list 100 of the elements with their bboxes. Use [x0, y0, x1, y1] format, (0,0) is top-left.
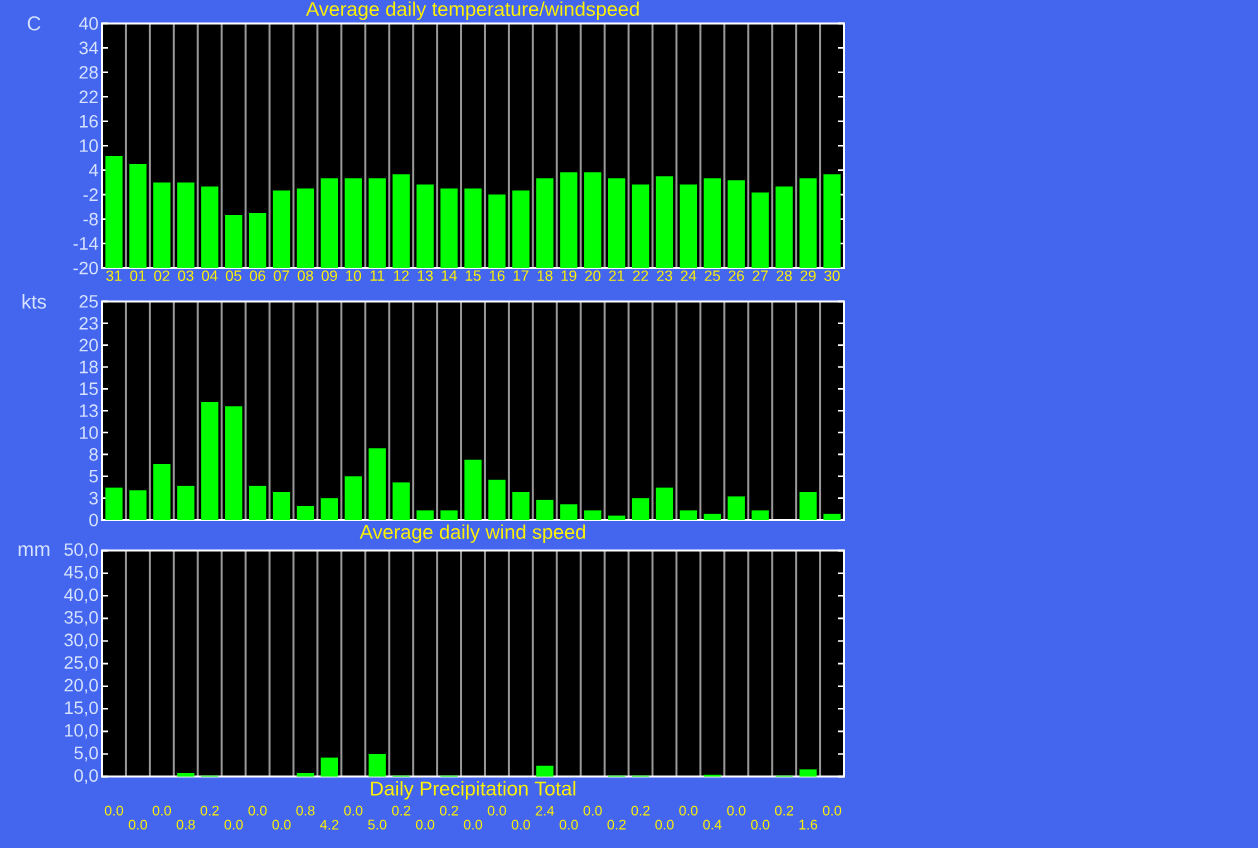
bar	[225, 215, 243, 268]
y-tick-label: 15	[80, 382, 98, 396]
bar	[799, 492, 817, 520]
bar	[105, 155, 123, 268]
bar	[296, 506, 315, 520]
bar	[320, 498, 339, 520]
bar	[248, 485, 267, 520]
bar	[177, 182, 195, 268]
bar	[751, 510, 769, 520]
bar	[129, 164, 147, 268]
y-tick-label: 25	[79, 295, 98, 308]
bar	[679, 184, 698, 268]
y-tick-label: 10,0	[65, 723, 98, 739]
bar	[177, 485, 195, 520]
bar	[823, 174, 841, 268]
bar	[416, 184, 434, 268]
y-tick-label: 13	[80, 404, 98, 418]
bar	[440, 188, 458, 268]
bar	[392, 482, 410, 520]
bar	[344, 178, 362, 268]
bar	[105, 487, 123, 520]
y-tick-label: 16	[80, 114, 98, 128]
bar	[536, 178, 554, 268]
bar	[464, 459, 482, 520]
bar	[536, 765, 554, 777]
y-tick-label: 23	[79, 316, 98, 330]
bar	[344, 476, 362, 520]
y-tick-label: 5	[89, 470, 98, 483]
bar	[320, 178, 339, 268]
y-tick-label: -20	[73, 261, 98, 275]
y-tick-label: 30,0	[64, 633, 98, 649]
bar	[129, 490, 147, 520]
bar	[464, 188, 482, 268]
bar	[368, 754, 386, 777]
bar	[368, 178, 386, 268]
bar	[679, 510, 698, 520]
y-tick-label: 34	[79, 41, 99, 55]
bar	[703, 178, 721, 268]
bar	[775, 186, 793, 268]
text: Daily Precipitation Total	[371, 781, 576, 800]
bar	[584, 172, 602, 268]
y-tick-label: -2	[83, 188, 98, 201]
y-tick-label: 28	[79, 65, 98, 79]
y-tick-label: 25,0	[64, 656, 98, 671]
y-tick-label: 20,0	[64, 678, 98, 694]
y-tick-label: 45,0	[64, 565, 98, 581]
bar	[225, 406, 243, 520]
bar	[416, 510, 434, 520]
bar	[536, 499, 554, 520]
bar	[799, 178, 817, 268]
bar	[799, 769, 817, 777]
bar	[201, 401, 219, 520]
bar	[655, 176, 674, 268]
bar	[560, 504, 578, 520]
bar	[153, 182, 171, 268]
bar	[248, 212, 267, 268]
y-axis-title: mm	[18, 545, 50, 556]
y-tick-label: 35,0	[64, 610, 98, 626]
bar	[631, 498, 650, 520]
bar	[823, 513, 841, 520]
y-tick-label: 3	[89, 491, 98, 505]
bar	[488, 194, 506, 268]
y-tick-label: 50,0	[64, 543, 98, 558]
bar	[440, 510, 458, 520]
y-tick-label: 18	[80, 360, 98, 374]
y-axis-title: kts	[22, 294, 47, 309]
y-tick-label: 0	[89, 513, 98, 527]
bar	[727, 180, 745, 268]
bar	[751, 192, 769, 268]
bar	[512, 190, 530, 268]
bar	[512, 492, 530, 520]
y-tick-label: -14	[73, 237, 99, 250]
chart-title: Average daily temperature/windspeed	[305, 1, 639, 20]
bar	[631, 184, 650, 268]
y-tick-label: 40,0	[64, 588, 98, 604]
bar	[201, 186, 219, 268]
y-tick-label: 20	[79, 338, 98, 352]
bar	[392, 174, 410, 268]
y-axis-title: C	[27, 16, 41, 31]
y-tick-label: 8	[89, 448, 98, 461]
bar	[272, 190, 291, 268]
y-tick-label: 10	[80, 426, 98, 439]
bar	[320, 757, 339, 777]
text: Average daily wind speed	[359, 524, 586, 543]
bar	[655, 487, 674, 520]
bar	[560, 172, 578, 268]
bar	[703, 513, 721, 520]
bar	[608, 178, 626, 268]
bar	[488, 479, 506, 520]
y-tick-label: 15,0	[65, 701, 98, 717]
bar	[584, 510, 602, 520]
bar	[727, 496, 745, 520]
y-tick-label: 4	[89, 163, 99, 177]
y-tick-label: 40	[79, 17, 98, 30]
bar	[153, 464, 171, 520]
y-tick-label: 0,0	[74, 769, 98, 784]
y-tick-label: 5,0	[74, 746, 98, 762]
bar	[272, 492, 291, 520]
y-tick-label: 10	[80, 139, 98, 153]
bar	[368, 448, 386, 520]
